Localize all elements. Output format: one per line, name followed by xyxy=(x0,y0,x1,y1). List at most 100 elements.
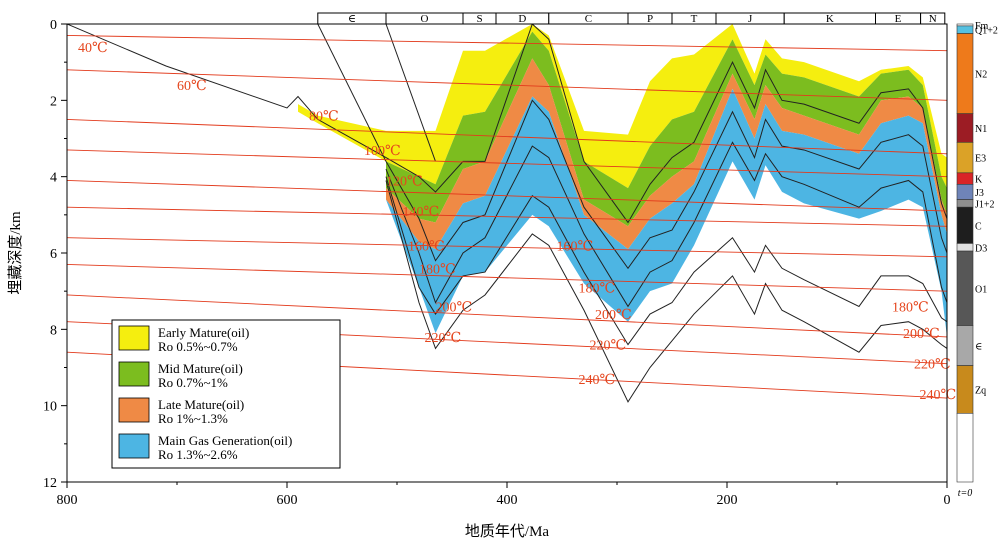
x-tick-label: 0 xyxy=(944,493,951,508)
burial-curve-bottom xyxy=(385,180,947,403)
isotherm-label: 220℃ xyxy=(914,358,951,373)
legend-range-0: Ro 0.5%~0.7% xyxy=(158,339,238,354)
legend-swatch-0 xyxy=(118,325,150,351)
isotherm-label: 200℃ xyxy=(595,308,632,323)
isotherm-label: 100℃ xyxy=(364,144,401,159)
isotherm-label: 220℃ xyxy=(425,331,462,346)
strat-unit-label: K xyxy=(975,175,983,186)
isotherm-lines xyxy=(67,35,947,399)
period-bar: ∈ O S D C P T J K E N xyxy=(317,12,946,25)
legend-swatch-2 xyxy=(118,397,150,423)
period-label: N xyxy=(929,13,937,25)
isotherm-label: 60℃ xyxy=(177,79,207,94)
isotherm-label: 240℃ xyxy=(579,373,616,388)
isotherm-0 xyxy=(67,35,947,52)
maturity-band-2 xyxy=(386,58,947,250)
burial-curve-h2 xyxy=(385,141,947,308)
isotherm-labels: 40℃ 60℃ 80℃ 100℃ 120℃ 140℃ 160℃ 180℃ 200℃ 220℃ 160… xyxy=(78,41,956,403)
isotherm-label: 220℃ xyxy=(590,339,627,354)
isotherm-5 xyxy=(67,206,947,227)
legend-label-2: Late Mature(oil) xyxy=(158,397,244,412)
strat-unit-13 xyxy=(956,412,974,483)
strat-unit-label: O1 xyxy=(975,284,987,295)
legend-label-3: Main Gas Generation(oil) xyxy=(158,433,292,448)
isotherm-label: 120℃ xyxy=(386,174,423,189)
legend-swatch-3 xyxy=(118,433,150,459)
strat-unit-7 xyxy=(956,199,974,208)
strat-unit-label: ∈ xyxy=(975,342,982,353)
period-label: J xyxy=(748,13,753,25)
strat-unit-label: Zq xyxy=(975,385,986,396)
period-label: O xyxy=(421,13,429,25)
y-axis-title: 埋藏深度/km xyxy=(7,211,24,295)
y-tick-label: 6 xyxy=(50,247,57,262)
strat-unit-8 xyxy=(956,206,974,244)
x-tick-label: 400 xyxy=(497,493,518,508)
isotherm-label: 160℃ xyxy=(557,239,594,254)
legend-range-3: Ro 1.3%~2.6% xyxy=(158,447,238,462)
isotherm-label: 140℃ xyxy=(403,205,440,220)
strat-unit-label: E3 xyxy=(975,154,986,165)
strat-unit-5 xyxy=(956,172,974,185)
y-tick-label: 4 xyxy=(50,171,57,186)
isotherm-label: 160℃ xyxy=(408,239,445,254)
y-tick-label: 8 xyxy=(50,323,57,338)
isotherm-label: 240℃ xyxy=(920,388,957,403)
y-tick-label: 12 xyxy=(43,476,57,491)
period-label: K xyxy=(826,13,834,25)
period-label: S xyxy=(476,13,482,25)
legend-box xyxy=(111,319,341,469)
period-label: P xyxy=(647,13,653,25)
strat-unit-3 xyxy=(956,113,974,143)
legend-swatch-1 xyxy=(118,361,150,387)
burial-curves xyxy=(67,24,947,403)
period-label: ∈ xyxy=(348,13,356,25)
legend-range-2: Ro 1%~1.3% xyxy=(158,411,228,426)
burial-curve-top xyxy=(67,24,947,224)
legend-label-1: Mid Mature(oil) xyxy=(158,361,243,376)
strat-unit-2 xyxy=(956,33,974,114)
strat-unit-label: D3 xyxy=(975,243,987,254)
strat-unit-10 xyxy=(956,250,974,326)
strat-unit-label: J3 xyxy=(975,188,984,199)
period-label: C xyxy=(585,13,592,25)
strat-unit-label: Fm xyxy=(975,21,989,32)
strat-unit-label: N2 xyxy=(975,70,987,81)
isotherm-label: 40℃ xyxy=(78,41,108,56)
period-label: D xyxy=(518,13,526,25)
strat-unit-1 xyxy=(956,25,974,34)
isotherm-1 xyxy=(67,69,947,101)
strat-unit-11 xyxy=(956,325,974,366)
isotherm-label: 200℃ xyxy=(903,327,940,342)
x-tick-label: 600 xyxy=(277,493,298,508)
y-tick-label: 10 xyxy=(43,400,57,415)
legend-range-1: Ro 0.7%~1% xyxy=(158,375,228,390)
x-axis-title: 地质年代/Ma xyxy=(465,523,550,540)
isotherm-label: 180℃ xyxy=(892,300,929,315)
strat-unit-9 xyxy=(956,243,974,252)
strat-bottom-label: t=0 xyxy=(958,488,973,499)
period-label: T xyxy=(691,13,698,25)
burial-curve-h1 xyxy=(385,99,947,270)
y-tick-label: 2 xyxy=(50,94,57,109)
isotherm-label: 200℃ xyxy=(436,300,473,315)
isotherm-label: 180℃ xyxy=(579,281,616,296)
x-tick-label: 800 xyxy=(57,493,78,508)
isotherm-label: 180℃ xyxy=(419,262,456,277)
isotherm-3 xyxy=(67,149,947,178)
x-tick-label: 200 xyxy=(717,493,738,508)
burial-curve-h3 xyxy=(385,176,947,346)
y-tick-label: 0 xyxy=(50,18,57,33)
strat-unit-4 xyxy=(956,142,974,174)
axes: 800 600 400 200 0 0 2 4 6 8 10 12 xyxy=(43,18,951,508)
isotherm-4 xyxy=(67,180,947,212)
strat-unit-12 xyxy=(956,365,974,414)
isotherm-8 xyxy=(67,294,947,338)
isotherm-2 xyxy=(67,118,947,155)
isotherm-6 xyxy=(67,237,947,258)
maturity-band-0 xyxy=(298,24,947,189)
isotherm-7 xyxy=(67,264,947,292)
strat-unit-label: J1+2 xyxy=(975,199,995,210)
